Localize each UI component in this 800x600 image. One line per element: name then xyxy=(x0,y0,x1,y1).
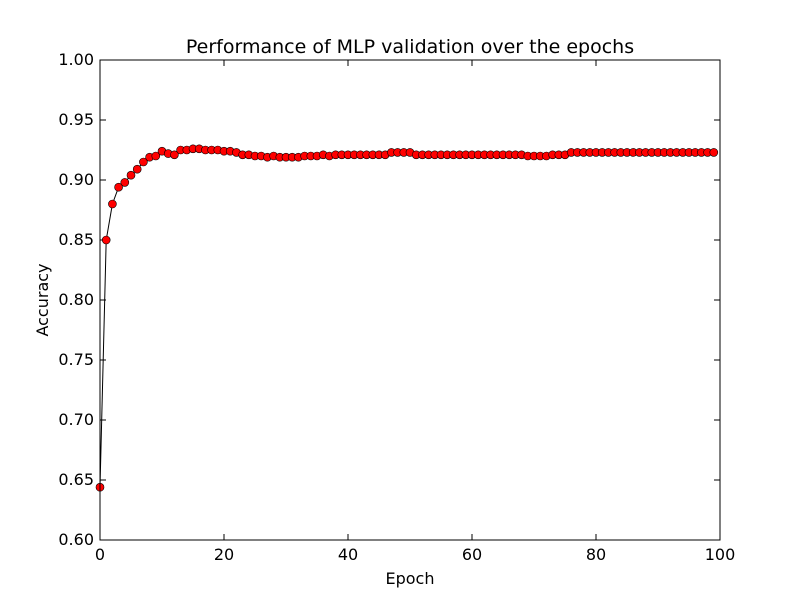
data-point xyxy=(120,178,130,187)
y-tick-label: 0.95 xyxy=(58,110,94,129)
x-tick-label: 20 xyxy=(214,545,234,564)
data-point xyxy=(101,235,111,245)
series-layer xyxy=(95,144,719,492)
data-point xyxy=(170,150,179,160)
data-point xyxy=(139,157,148,167)
y-tick-label: 1.00 xyxy=(58,50,94,69)
data-point xyxy=(151,151,161,161)
x-tick-label: 100 xyxy=(705,545,736,564)
y-tick-label: 0.85 xyxy=(58,230,94,249)
y-tick-label: 0.65 xyxy=(58,470,94,489)
data-point xyxy=(108,199,117,209)
x-tick-label: 0 xyxy=(95,545,105,564)
x-axis-label: Epoch xyxy=(386,569,435,588)
x-tick-label: 60 xyxy=(462,545,482,564)
y-tick-label: 0.70 xyxy=(58,410,94,429)
y-tick-label: 0.80 xyxy=(58,290,94,309)
data-point xyxy=(132,164,142,174)
chart-title: Performance of MLP validation over the e… xyxy=(186,36,634,58)
ticks-layer: 0 20 40 60 80 100 0.60 0.65 0.70 0.75 0.80 0.85 0.90… xyxy=(58,50,735,564)
plot-frame xyxy=(99,59,721,541)
x-tick-label: 40 xyxy=(338,545,358,564)
data-point xyxy=(126,170,136,180)
y-tick-label: 0.60 xyxy=(58,530,94,549)
y-tick-label: 0.90 xyxy=(58,170,94,189)
data-point xyxy=(709,148,719,157)
y-tick-label: 0.75 xyxy=(58,350,94,369)
series-line xyxy=(99,148,714,488)
data-point xyxy=(114,182,123,192)
x-tick-label: 80 xyxy=(586,545,606,564)
y-axis-label: Accuracy xyxy=(33,263,52,336)
